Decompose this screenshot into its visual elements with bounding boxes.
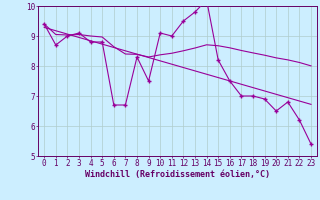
X-axis label: Windchill (Refroidissement éolien,°C): Windchill (Refroidissement éolien,°C)	[85, 170, 270, 179]
